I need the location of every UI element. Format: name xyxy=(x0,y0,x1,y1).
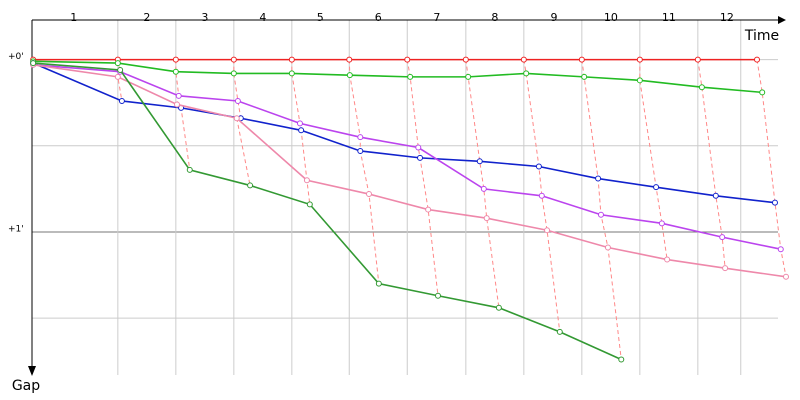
point xyxy=(556,328,563,335)
lap-connector xyxy=(348,59,380,284)
x-axis-arrow xyxy=(778,16,786,24)
point xyxy=(719,234,726,241)
lap-connector xyxy=(697,59,726,269)
lap-connector xyxy=(581,59,622,360)
point xyxy=(544,227,551,234)
point xyxy=(114,60,121,67)
x-tick-label: 7 xyxy=(433,11,440,24)
point xyxy=(618,356,625,363)
point xyxy=(306,201,313,208)
point xyxy=(476,158,483,165)
y-tick-label: +1' xyxy=(8,224,24,234)
lap-connector xyxy=(756,59,787,277)
point xyxy=(247,182,254,189)
point xyxy=(375,280,382,287)
point xyxy=(417,154,424,161)
point xyxy=(694,56,701,63)
point xyxy=(495,304,502,311)
y-axis-arrow xyxy=(28,366,36,376)
point xyxy=(407,73,414,80)
point xyxy=(172,68,179,75)
series-line xyxy=(33,64,787,278)
point xyxy=(658,220,665,227)
x-tick-label: 8 xyxy=(491,11,498,24)
point xyxy=(465,73,472,80)
x-tick-label: 1 xyxy=(70,11,77,24)
point xyxy=(653,184,660,191)
x-tick-label: 9 xyxy=(551,11,558,24)
point xyxy=(777,246,784,253)
point xyxy=(175,92,182,99)
x-tick-label: 12 xyxy=(720,11,734,24)
point xyxy=(435,292,441,299)
point xyxy=(404,56,411,63)
x-tick-label: 11 xyxy=(662,11,676,24)
point xyxy=(230,56,237,63)
x-tick-label: 10 xyxy=(604,11,618,24)
point xyxy=(462,56,469,63)
point xyxy=(523,70,530,77)
point xyxy=(357,134,364,141)
point xyxy=(230,70,237,77)
series-line xyxy=(32,62,776,204)
point xyxy=(581,73,588,80)
point xyxy=(114,73,121,80)
point xyxy=(597,211,604,218)
point xyxy=(578,56,585,63)
point xyxy=(365,191,372,198)
point xyxy=(636,77,643,84)
point xyxy=(538,192,545,199)
x-tick-label: 5 xyxy=(317,11,324,24)
point xyxy=(698,84,705,91)
lap-connector xyxy=(406,59,439,296)
point xyxy=(117,66,124,73)
lap-connector xyxy=(233,59,251,186)
point xyxy=(771,199,778,206)
point xyxy=(783,273,789,280)
point xyxy=(664,256,671,263)
point xyxy=(357,147,364,154)
point xyxy=(346,56,353,63)
x-tick-label: 2 xyxy=(143,11,150,24)
point xyxy=(722,265,729,272)
point xyxy=(234,97,241,104)
point xyxy=(172,56,179,63)
point xyxy=(604,244,611,251)
point xyxy=(186,166,193,173)
point xyxy=(636,56,643,63)
point xyxy=(346,72,353,79)
point xyxy=(595,175,602,182)
point xyxy=(288,70,295,77)
y-axis-title: Gap xyxy=(12,378,40,394)
point xyxy=(30,60,37,67)
point xyxy=(425,206,432,213)
point xyxy=(480,185,487,192)
point xyxy=(712,192,719,199)
lap-connector xyxy=(523,59,561,332)
point xyxy=(298,127,305,134)
point xyxy=(535,163,542,170)
point xyxy=(174,101,180,108)
point xyxy=(288,56,295,63)
point xyxy=(520,56,527,63)
point xyxy=(415,144,422,151)
lap-connector xyxy=(639,59,668,260)
point xyxy=(483,215,490,222)
x-axis-title: Time xyxy=(744,28,779,44)
x-tick-label: 4 xyxy=(259,11,266,24)
series-line xyxy=(33,62,622,361)
y-tick-label: +0' xyxy=(8,52,24,62)
x-tick-label: 6 xyxy=(375,11,382,24)
point xyxy=(118,97,125,104)
point xyxy=(296,120,303,127)
x-tick-label: 3 xyxy=(201,11,208,24)
lap-connector xyxy=(465,59,500,308)
point xyxy=(759,89,766,96)
point xyxy=(233,115,240,122)
point xyxy=(754,56,760,63)
point xyxy=(303,177,310,184)
